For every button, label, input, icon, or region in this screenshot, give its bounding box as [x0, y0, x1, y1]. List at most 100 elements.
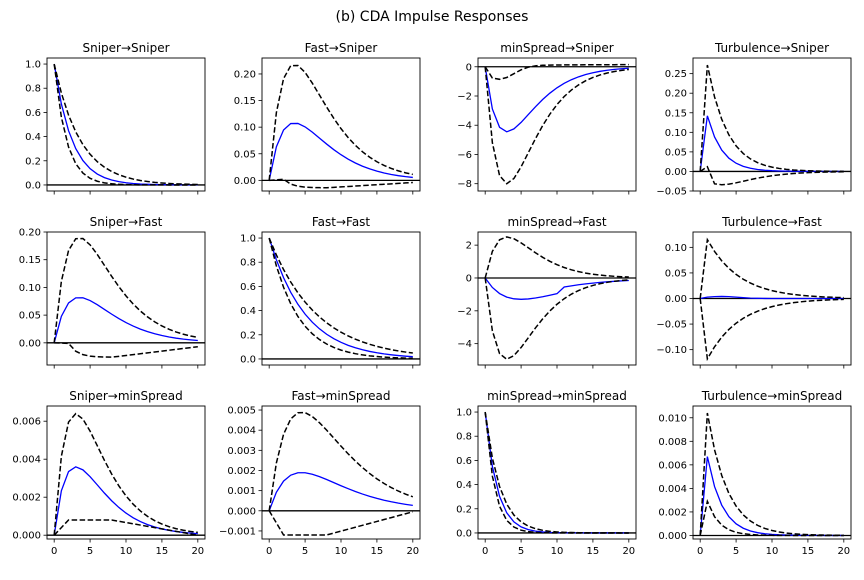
axes-frame: [261, 57, 421, 192]
x-tick-label: 0: [482, 546, 488, 557]
y-tick-label: 0.15: [665, 108, 687, 119]
x-tick-label: 5: [733, 546, 739, 557]
subplot-8: Turbulence→Fast 0.10 0.05 0.00 −0.05 −0.10: [656, 215, 852, 369]
y-tick-label: 0.05: [665, 268, 687, 279]
confidence-band-upper: [53, 412, 198, 536]
y-tick-label: 1.0: [240, 234, 256, 245]
subplot-title: Fast→minSpread: [291, 389, 390, 403]
x-tick-label: 15: [587, 546, 600, 557]
y-tick-label: 0.2: [25, 156, 41, 167]
y-tick-label: 0.00: [665, 167, 687, 178]
subplot-title: Fast→Fast: [312, 215, 371, 229]
subplot-title: Sniper→Fast: [90, 215, 163, 229]
y-tick-label: 0.004: [227, 426, 256, 437]
subplot-6: Fast→Fast 0.0 0.2 0.4 0.6 0.8 1.0: [240, 215, 421, 369]
x-tick-label: 5: [302, 546, 308, 557]
y-tick-label: 0.15: [19, 255, 41, 266]
confidence-band-lower: [268, 237, 413, 360]
y-tick-label: −0.10: [656, 345, 687, 356]
x-tick-label: 0: [266, 546, 272, 557]
confidence-band-upper: [268, 411, 414, 511]
irf-line: [268, 122, 413, 181]
y-tick-label: 0.00: [234, 176, 256, 187]
confidence-band-upper: [699, 237, 844, 299]
y-tick-label: 0.20: [665, 89, 687, 100]
x-tick-label: 0: [51, 546, 57, 557]
y-tick-label: 0.00: [19, 338, 41, 349]
irf-line: [484, 411, 629, 534]
y-tick-label: 0.000: [658, 531, 687, 542]
confidence-band-lower: [53, 63, 198, 186]
y-tick-label: 0.2: [240, 330, 256, 341]
y-tick-label: 0.05: [234, 149, 256, 160]
y-tick-label: 0.00: [665, 294, 687, 305]
axes-frame: [261, 405, 421, 540]
confidence-band-upper: [699, 64, 844, 173]
figure-title: (b) CDA Impulse Responses: [335, 9, 529, 25]
subplot-title: minSpread→Fast: [507, 215, 606, 229]
y-tick-label: 0.004: [658, 484, 687, 495]
y-tick-label: 0.002: [658, 507, 687, 518]
x-tick-label: 20: [622, 546, 635, 557]
irf-line: [699, 456, 844, 537]
confidence-band-lower: [269, 178, 413, 189]
y-tick-label: −0.05: [656, 187, 687, 198]
y-tick-label: 0.002: [227, 466, 256, 477]
x-tick-label: 15: [802, 546, 815, 557]
y-tick-label: 0.8: [456, 432, 472, 443]
axes-frame: [477, 231, 637, 366]
confidence-band-upper: [268, 64, 413, 181]
x-tick-label: 20: [406, 546, 419, 557]
y-tick-label: 0.05: [19, 311, 41, 322]
x-tick-label: 0: [697, 546, 703, 557]
y-tick-label: 0.20: [234, 69, 256, 80]
x-tick-label: 15: [371, 546, 384, 557]
subplot-12: Turbulence→minSpread 0.000 0.002 0.004 0.006…: [658, 389, 852, 557]
confidence-band-upper: [53, 237, 198, 343]
y-tick-label: 0.008: [658, 437, 687, 448]
x-tick-label: 10: [551, 546, 564, 557]
subplot-5: Sniper→Fast 0.00 0.05 0.10 0.15 0.20: [19, 215, 206, 369]
y-tick-label: 0.25: [665, 69, 687, 80]
subplot-title: Turbulence→Sniper: [714, 41, 829, 55]
y-tick-label: −4: [457, 339, 472, 350]
y-tick-label: 0.8: [25, 84, 41, 95]
confidence-band-upper: [699, 412, 844, 537]
x-tick-label: 5: [518, 546, 524, 557]
confidence-band-upper: [53, 63, 198, 186]
subplot-11: minSpread→minSpread 0.0 0.2 0.4 0.6 0.8 1.0 0 5 1…: [456, 389, 637, 557]
y-tick-label: 0.4: [456, 480, 472, 491]
y-tick-label: 0.000: [227, 506, 256, 517]
subplot-9: Sniper→minSpread 0.000 0.002 0.004 0.006 0 5 10…: [12, 389, 206, 557]
irf-line: [268, 237, 413, 358]
y-tick-label: 0.10: [665, 243, 687, 254]
y-tick-label: 1.0: [25, 60, 41, 71]
subplot-title: minSpread→minSpread: [487, 389, 627, 403]
y-tick-label: 2: [466, 241, 472, 252]
x-tick-label: 5: [87, 546, 93, 557]
y-tick-label: 0.6: [240, 282, 256, 293]
confidence-band-lower: [54, 342, 198, 358]
y-tick-label: 0.005: [227, 406, 256, 417]
y-tick-label: 0.10: [665, 128, 687, 139]
confidence-band-lower: [699, 165, 844, 186]
y-tick-label: 0.8: [240, 258, 256, 269]
axes-frame: [692, 405, 852, 540]
y-tick-label: 0.6: [456, 456, 472, 467]
confidence-band-lower: [699, 498, 844, 537]
y-tick-label: 0.2: [456, 504, 472, 515]
subplot-title: Sniper→Sniper: [82, 41, 169, 55]
y-tick-label: 0.002: [12, 493, 41, 504]
y-tick-label: 0.6: [25, 108, 41, 119]
subplot-2: Fast→Sniper 0.00 0.05 0.10 0.15 0.20: [234, 41, 421, 195]
y-tick-label: 0.004: [12, 455, 41, 466]
y-tick-label: 0.0: [240, 354, 256, 365]
irf-line: [484, 277, 629, 300]
y-tick-label: 0.0: [456, 528, 472, 539]
subplot-7: minSpread→Fast 2 0 −2 −4: [457, 215, 637, 369]
axes-frame: [46, 57, 206, 192]
y-tick-label: 0.000: [12, 531, 41, 542]
subplot-title: Sniper→minSpread: [69, 389, 182, 403]
y-tick-label: −2: [457, 92, 472, 103]
